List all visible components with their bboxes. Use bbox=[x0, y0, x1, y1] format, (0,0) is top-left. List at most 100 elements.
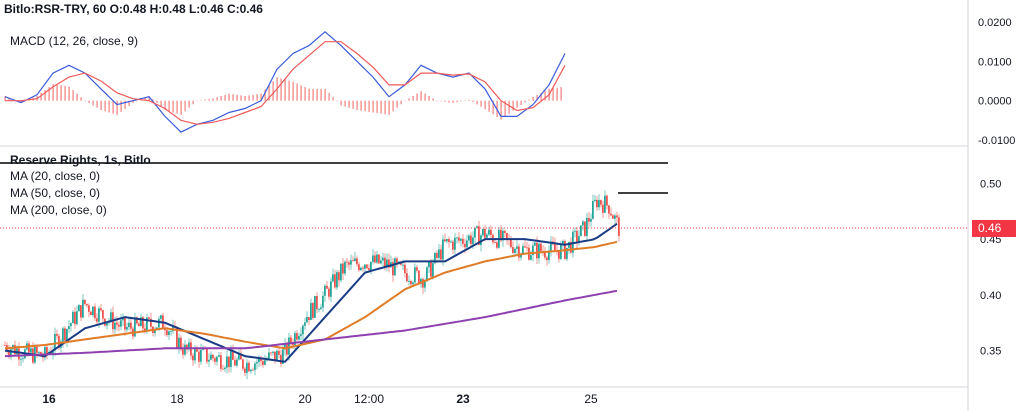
candle-body bbox=[192, 355, 194, 361]
macd-hist-bar bbox=[484, 100, 486, 110]
candle-body bbox=[166, 330, 168, 335]
candle-body bbox=[432, 263, 434, 277]
candle-body bbox=[140, 317, 142, 327]
candle-body bbox=[240, 353, 242, 360]
candle-body bbox=[358, 264, 360, 271]
candle-body bbox=[386, 259, 388, 267]
macd-hist-bar bbox=[460, 100, 462, 102]
candle-body bbox=[364, 264, 366, 269]
macd-hist-bar bbox=[76, 93, 78, 101]
candle-body bbox=[20, 358, 22, 360]
macd-hist-bar bbox=[408, 98, 410, 101]
candle-body bbox=[66, 329, 68, 341]
macd-hist-bar bbox=[324, 88, 326, 101]
macd-hist-bar bbox=[248, 95, 250, 101]
candle-body bbox=[558, 251, 560, 259]
candle-body bbox=[256, 362, 258, 364]
macd-hist-bar bbox=[420, 91, 422, 101]
x-tick-label: 16 bbox=[42, 392, 56, 406]
macd-hist-bar bbox=[172, 100, 174, 113]
candle-body bbox=[560, 244, 562, 259]
macd-hist-bar bbox=[104, 100, 106, 112]
candle-body bbox=[478, 226, 480, 245]
candle-body bbox=[350, 260, 352, 265]
candle-body bbox=[232, 350, 234, 360]
candle-body bbox=[224, 367, 226, 370]
macd-hist-bar bbox=[220, 95, 222, 101]
candle-body bbox=[430, 261, 432, 277]
candle-body bbox=[544, 251, 546, 258]
candle-body bbox=[102, 310, 104, 319]
candle-body bbox=[550, 241, 552, 251]
macd-hist-bar bbox=[4, 95, 6, 101]
candle-body bbox=[502, 230, 504, 241]
macd-hist-bar bbox=[72, 90, 74, 101]
macd-hist-bar bbox=[176, 100, 178, 114]
candle-body bbox=[428, 261, 430, 268]
ma50-label[interactable]: MA (50, close, 0) bbox=[10, 186, 101, 200]
macd-hist-bar bbox=[68, 86, 70, 101]
candle-body bbox=[134, 317, 136, 337]
macd-indicator-label[interactable]: MACD (12, 26, close, 9) bbox=[10, 34, 139, 48]
macd-hist-bar bbox=[384, 100, 386, 115]
candle-body bbox=[188, 342, 190, 350]
macd-y-tick: 0.0100 bbox=[978, 56, 1012, 68]
macd-y-tick: 0.0200 bbox=[978, 17, 1012, 29]
candle-body bbox=[384, 257, 386, 267]
candle-body bbox=[238, 353, 240, 360]
ma200-label[interactable]: MA (200, close, 0) bbox=[10, 203, 107, 217]
candle-body bbox=[294, 333, 296, 346]
candle-body bbox=[268, 352, 270, 359]
candle-body bbox=[354, 258, 356, 262]
candle-body bbox=[98, 308, 100, 322]
x-tick-label: 20 bbox=[298, 392, 312, 406]
candle-body bbox=[584, 221, 586, 236]
ma20-label[interactable]: MA (20, close, 0) bbox=[10, 169, 101, 183]
candle-body bbox=[138, 323, 140, 327]
macd-y-tick: 0.0000 bbox=[978, 96, 1012, 108]
candle-body bbox=[470, 235, 472, 245]
candle-body bbox=[442, 239, 444, 260]
macd-hist-bar bbox=[60, 85, 62, 101]
candle-body bbox=[322, 295, 324, 308]
macd-hist-bar bbox=[236, 94, 238, 101]
candle-body bbox=[574, 230, 576, 232]
candle-body bbox=[524, 246, 526, 248]
macd-hist-bar bbox=[88, 100, 90, 104]
x-tick-label: 23 bbox=[456, 392, 470, 406]
candle-body bbox=[248, 362, 250, 372]
candle-body bbox=[86, 303, 88, 306]
macd-hist-bar bbox=[148, 95, 150, 101]
candle-body bbox=[570, 241, 572, 253]
candle-body bbox=[246, 362, 248, 373]
macd-hist-bar bbox=[304, 87, 306, 101]
candle-body bbox=[182, 349, 184, 355]
candle-body bbox=[416, 267, 418, 271]
candle-body bbox=[454, 237, 456, 250]
candle-body bbox=[410, 281, 412, 285]
candle-body bbox=[288, 337, 290, 355]
candle-body bbox=[18, 348, 20, 360]
candle-body bbox=[332, 274, 334, 282]
candle-body bbox=[146, 317, 148, 332]
macd-hist-bar bbox=[120, 100, 122, 112]
symbol-label: Bitlo:RSR-TRY, 60 bbox=[4, 2, 107, 16]
candle-body bbox=[446, 239, 448, 242]
macd-hist-bar bbox=[292, 81, 294, 101]
candle-body bbox=[452, 241, 454, 250]
candle-body bbox=[406, 273, 408, 282]
macd-hist-bar bbox=[540, 92, 542, 101]
price-y-tick: 0.35 bbox=[980, 346, 1001, 358]
macd-hist-bar bbox=[80, 97, 82, 101]
candle-body bbox=[516, 246, 518, 249]
candle-body bbox=[168, 331, 170, 335]
macd-hist-bar bbox=[544, 90, 546, 101]
candle-body bbox=[424, 281, 426, 288]
candle-body bbox=[534, 242, 536, 246]
price-y-tick: 0.45 bbox=[980, 234, 1001, 246]
candle-body bbox=[340, 263, 342, 281]
macd-hist-bar bbox=[456, 100, 458, 103]
candle-body bbox=[228, 356, 230, 368]
candle-body bbox=[280, 354, 282, 364]
macd-hist-bar bbox=[100, 100, 102, 111]
